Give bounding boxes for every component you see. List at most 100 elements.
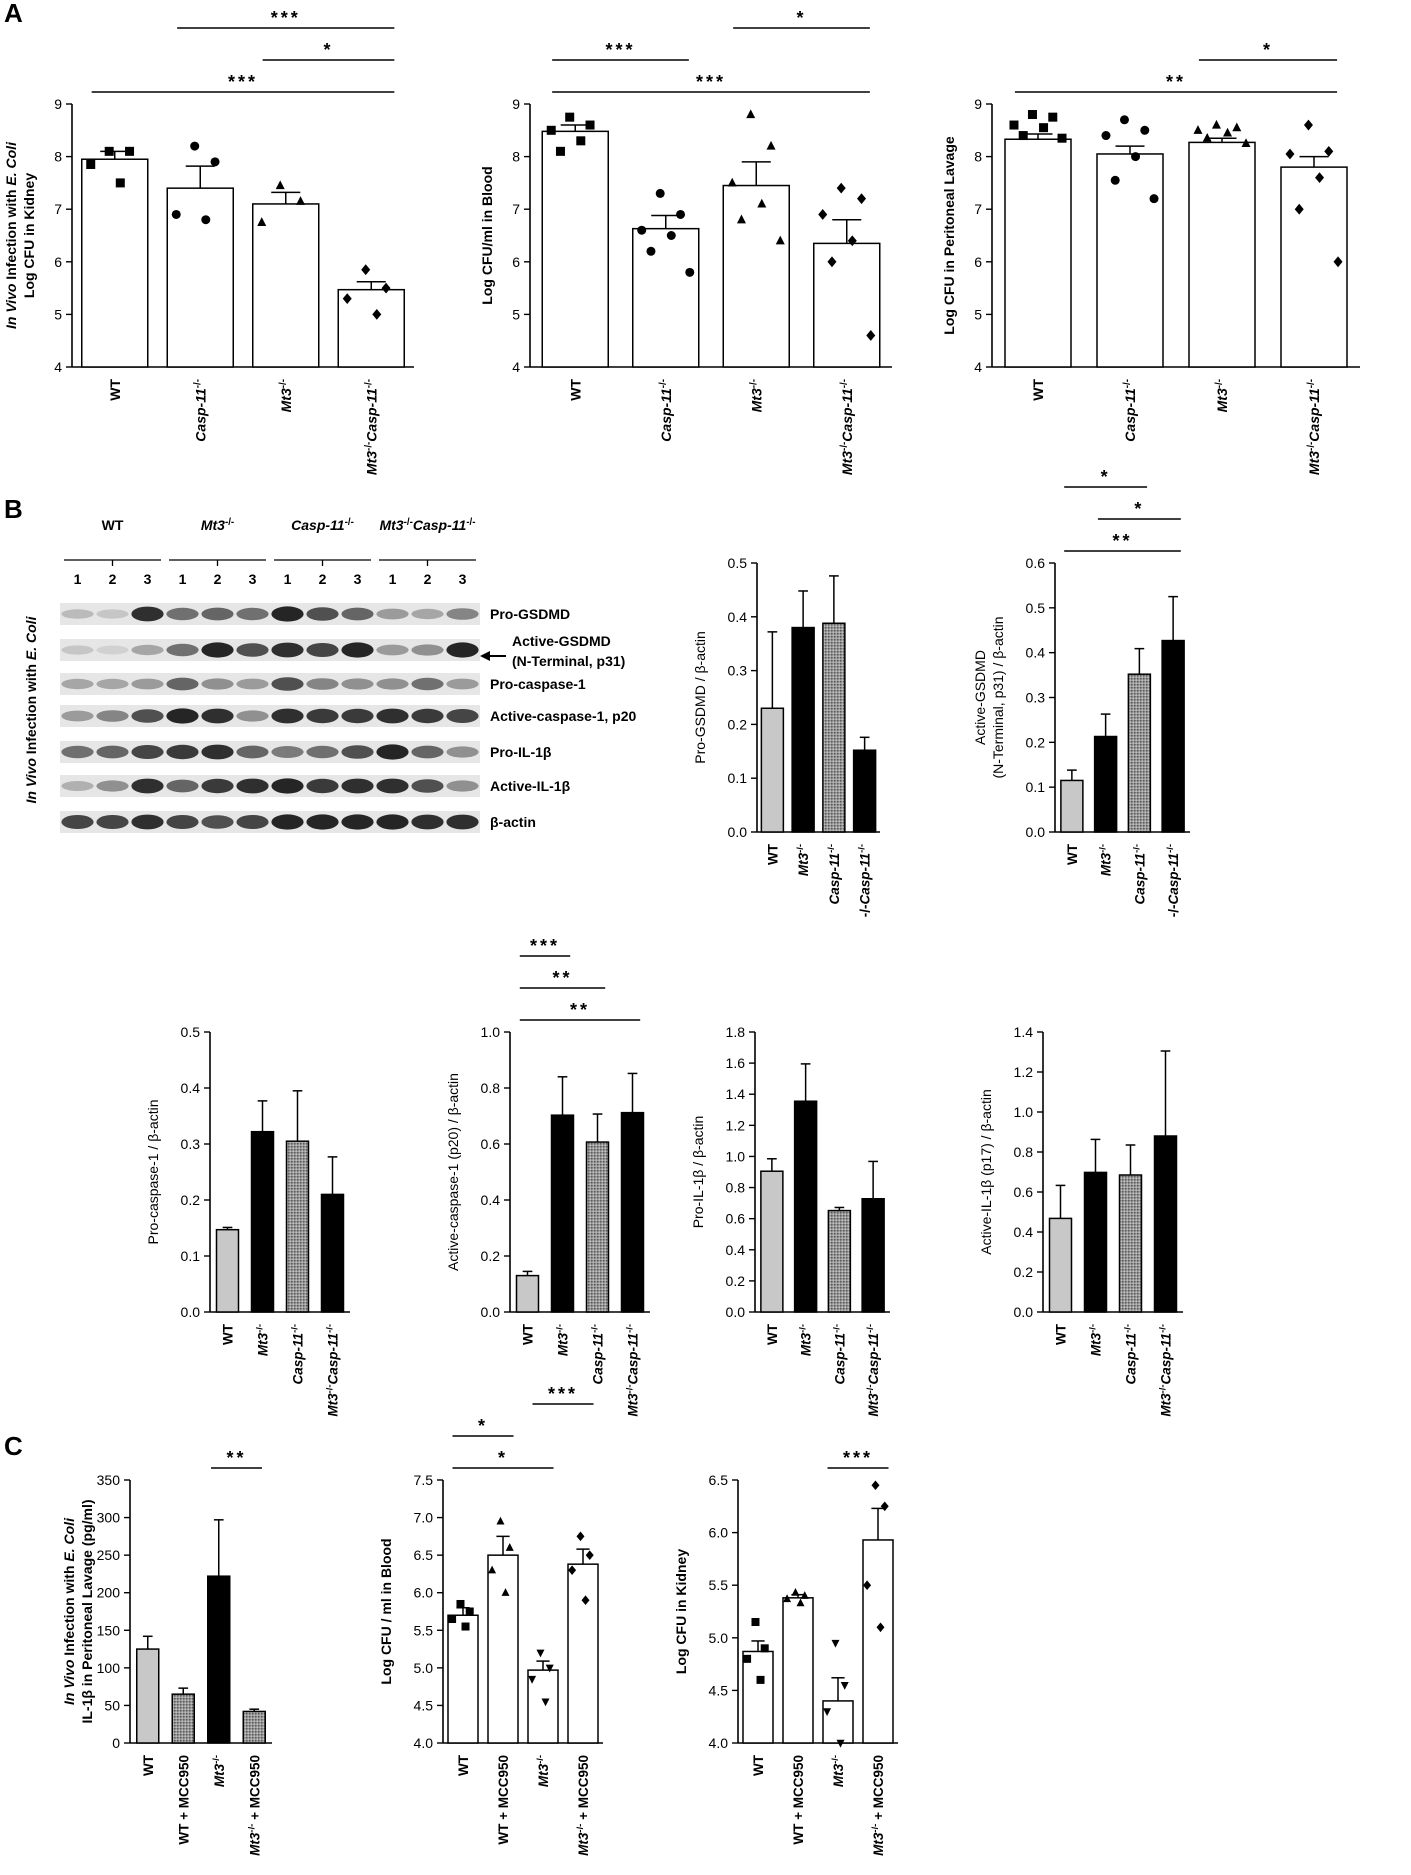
- data-point: [342, 293, 352, 305]
- chart-b1: 0.0 0.1 0.2 0.3 0.4 0.5 Pro-GSDMD / β-actin WT M…: [692, 555, 880, 917]
- data-point: [576, 136, 586, 146]
- significance-label: **: [1166, 72, 1186, 92]
- blot-band: [306, 814, 339, 830]
- data-point: [501, 1588, 510, 1596]
- blot-band: [61, 678, 94, 690]
- blot-band: [341, 745, 374, 759]
- bar: [550, 1114, 575, 1313]
- y-tick-label: 8: [54, 149, 62, 165]
- bar: [862, 1539, 894, 1744]
- y-tick-label: 0.0: [1014, 1304, 1034, 1320]
- blot-band: [411, 608, 444, 620]
- data-point: [1131, 152, 1141, 162]
- y-tick-label: 5: [974, 306, 982, 322]
- blot-lane-number: 2: [214, 571, 222, 587]
- blot-band: [61, 745, 94, 759]
- x-tick-label: Casp-11-/-: [825, 844, 842, 904]
- y-tick-label: 1.4: [726, 1086, 746, 1102]
- data-point: [1324, 145, 1334, 157]
- y-tick-label: 5: [54, 306, 62, 322]
- y-tick-label: 8: [512, 149, 520, 165]
- y-tick-label: 0.4: [181, 1080, 201, 1096]
- significance-label: *: [1134, 499, 1144, 519]
- data-point: [1149, 194, 1159, 204]
- blot-band: [166, 744, 199, 760]
- y-tick-label: 7.0: [414, 1510, 434, 1526]
- data-point: [361, 264, 371, 276]
- data-point: [1018, 131, 1028, 141]
- y-tick-label: 1.6: [726, 1055, 746, 1071]
- data-point: [555, 146, 565, 156]
- x-tick-label: Casp-11-/-: [289, 1324, 306, 1384]
- blot-group-brace: [379, 559, 476, 566]
- blot-band: [306, 607, 339, 621]
- y-tick-label: 0: [112, 1735, 120, 1751]
- blot-band: [131, 745, 164, 759]
- y-tick-label: 5.5: [414, 1622, 434, 1638]
- bar: [242, 1710, 266, 1744]
- data-point: [585, 120, 595, 130]
- data-point: [863, 1580, 872, 1590]
- y-tick-label: 4: [974, 359, 982, 375]
- data-point: [1241, 138, 1251, 148]
- blot-band: [446, 678, 479, 690]
- chart-a2: 4 5 6 7 8 9 Log CFU/ml in Blood WT Casp-11-/- Mt3…: [479, 8, 892, 475]
- data-point: [796, 1598, 805, 1607]
- bar: [1060, 779, 1084, 833]
- chart-b6: 0.0 0.2 0.4 0.6 0.8 1.0 1.2 1.4 Active-IL-1β (p1…: [978, 1024, 1183, 1417]
- y-axis-label: Pro-caspase-1 / β-actin: [145, 1100, 161, 1245]
- y-tick-label: 8: [974, 149, 982, 165]
- data-point: [800, 1591, 809, 1599]
- significance-label: **: [570, 1000, 590, 1020]
- blot-band: [96, 678, 129, 690]
- significance-label: ***: [843, 1448, 873, 1468]
- blot-strip: [60, 811, 480, 833]
- blot-band: [131, 644, 164, 656]
- blot-side-label: In Vivo Infection with E. Coli: [23, 615, 39, 803]
- bar: [632, 227, 700, 368]
- y-tick-label: 4: [512, 359, 520, 375]
- data-point: [488, 1565, 497, 1574]
- x-tick-label: Casp-11-/-: [1131, 844, 1148, 904]
- panel-letter-a: A: [4, 0, 23, 28]
- chart-c1: 0 50 100 150 200 250 300 350 In Vivo Infection w…: [61, 1448, 272, 1856]
- data-point: [847, 235, 857, 247]
- y-tick-label: 0.0: [728, 824, 748, 840]
- panel-letter-c: C: [4, 1431, 23, 1461]
- blot-band: [96, 710, 129, 722]
- y-axis-label: In Vivo Infection with E. Coli: [3, 141, 19, 329]
- blot-band: [236, 745, 269, 759]
- data-point: [1211, 119, 1221, 129]
- significance-label: ***: [271, 8, 301, 28]
- blot-group-label: Mt3-/-Casp-11-/-: [379, 517, 475, 534]
- x-tick-label: Mt3-/-: [830, 1755, 847, 1787]
- data-point: [818, 209, 828, 220]
- blot-lane-number: 1: [284, 571, 292, 587]
- blot-band: [271, 606, 304, 622]
- bar: [822, 1700, 854, 1744]
- blot-band: [201, 642, 234, 658]
- data-point: [461, 1622, 470, 1631]
- bar: [822, 622, 846, 833]
- data-point: [1303, 119, 1313, 131]
- bar: [1280, 166, 1348, 368]
- x-tick-label: Mt3-/-: [277, 379, 294, 412]
- data-point: [381, 282, 391, 294]
- x-tick-label: Casp-11-/-: [657, 379, 674, 442]
- y-tick-label: 1.8: [726, 1024, 746, 1040]
- data-point: [685, 267, 695, 277]
- data-point: [448, 1615, 457, 1624]
- y-tick-label: 0.1: [1026, 779, 1046, 795]
- blot-arrow-head: [480, 651, 490, 661]
- data-point: [565, 112, 575, 122]
- blot-band: [306, 643, 339, 657]
- x-tick-label: WT: [1030, 379, 1046, 401]
- significance-label: ***: [530, 936, 560, 956]
- blot-band: [61, 609, 94, 619]
- y-tick-label: 0.2: [1014, 1264, 1034, 1280]
- bar: [1161, 639, 1185, 833]
- y-tick-label: 0.6: [726, 1211, 746, 1227]
- bar: [793, 1100, 818, 1313]
- chart-a3: 4 5 6 7 8 9 Log CFU in Peritoneal Lavage WT Casp…: [941, 40, 1360, 475]
